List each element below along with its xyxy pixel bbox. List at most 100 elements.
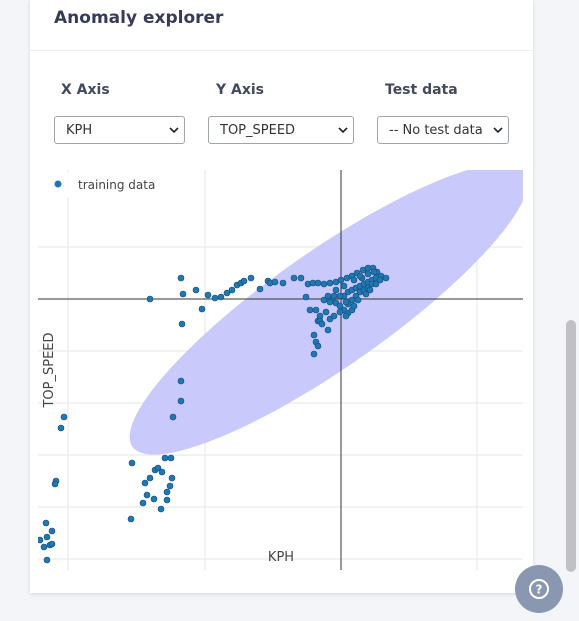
point bbox=[223, 289, 231, 297]
test-select[interactable]: -- No test data bbox=[377, 116, 509, 144]
help-button[interactable]: ? bbox=[515, 565, 563, 613]
point bbox=[163, 488, 171, 496]
scrollbar[interactable] bbox=[566, 320, 576, 572]
anomaly-boundary bbox=[129, 170, 523, 455]
y-select[interactable]: TOP_SPEED bbox=[208, 116, 354, 144]
point bbox=[279, 279, 287, 287]
point bbox=[48, 527, 56, 535]
point bbox=[340, 282, 348, 290]
point bbox=[60, 413, 68, 421]
point bbox=[143, 491, 151, 499]
point bbox=[128, 459, 136, 467]
point bbox=[57, 424, 65, 432]
y-axis-label: Y Axis bbox=[216, 82, 265, 98]
point bbox=[350, 302, 358, 310]
point bbox=[376, 276, 384, 284]
point bbox=[256, 285, 264, 293]
help-icon: ? bbox=[529, 579, 549, 599]
y-axis-title: TOP_SPEED bbox=[42, 332, 57, 408]
point bbox=[354, 296, 362, 304]
x-select-value: KPH bbox=[66, 123, 93, 138]
point bbox=[337, 276, 345, 284]
point bbox=[271, 278, 279, 286]
point bbox=[312, 306, 320, 314]
point bbox=[342, 312, 350, 320]
point bbox=[177, 274, 185, 282]
x-axis-label: X Axis bbox=[61, 82, 110, 98]
title: Anomaly explorer bbox=[54, 8, 224, 28]
point bbox=[302, 293, 310, 301]
point bbox=[364, 270, 372, 278]
point bbox=[48, 540, 56, 548]
point bbox=[168, 474, 176, 482]
point bbox=[163, 496, 171, 504]
point bbox=[38, 536, 44, 544]
point bbox=[314, 279, 322, 287]
point bbox=[370, 268, 378, 276]
point bbox=[198, 305, 206, 313]
point bbox=[247, 274, 255, 282]
point bbox=[217, 293, 225, 301]
test-select-value: -- No test data bbox=[389, 123, 483, 138]
point bbox=[342, 298, 350, 306]
point bbox=[154, 464, 162, 472]
point bbox=[177, 397, 185, 405]
test-data-label: Test data bbox=[385, 82, 458, 98]
point bbox=[330, 292, 338, 300]
point bbox=[310, 350, 318, 358]
point bbox=[322, 308, 330, 316]
chevron bbox=[493, 126, 503, 134]
point bbox=[146, 295, 154, 303]
x-axis-title: KPH bbox=[268, 550, 294, 565]
point bbox=[51, 480, 59, 488]
point bbox=[324, 326, 332, 334]
point bbox=[228, 286, 236, 294]
x-select[interactable]: KPH bbox=[54, 116, 185, 144]
point bbox=[42, 519, 50, 527]
legend-box bbox=[45, 172, 155, 198]
point bbox=[141, 479, 149, 487]
point bbox=[211, 294, 219, 302]
point bbox=[326, 279, 334, 287]
point bbox=[290, 274, 298, 282]
chevron bbox=[169, 127, 179, 134]
point bbox=[167, 454, 175, 462]
y-select-value: TOP_SPEED bbox=[220, 123, 296, 138]
point bbox=[204, 291, 212, 299]
point bbox=[146, 474, 154, 482]
point bbox=[332, 286, 340, 294]
point bbox=[366, 286, 374, 294]
point bbox=[372, 280, 380, 288]
chart: KPH TOP_SPEED training data bbox=[38, 170, 523, 570]
point bbox=[169, 413, 177, 421]
point bbox=[161, 454, 169, 462]
point bbox=[43, 556, 51, 564]
point bbox=[297, 274, 305, 282]
point bbox=[157, 505, 165, 513]
point bbox=[40, 543, 48, 551]
divider bbox=[30, 50, 533, 51]
point bbox=[166, 482, 174, 490]
point bbox=[314, 342, 322, 350]
help-glyph: ? bbox=[536, 583, 543, 597]
point bbox=[362, 290, 370, 298]
point bbox=[336, 292, 344, 300]
point bbox=[178, 320, 186, 328]
point bbox=[150, 495, 158, 503]
legend-marker bbox=[54, 180, 62, 188]
point bbox=[318, 320, 326, 328]
point bbox=[179, 290, 187, 298]
point bbox=[382, 274, 390, 282]
point bbox=[127, 515, 135, 523]
point bbox=[320, 296, 328, 304]
chevron bbox=[338, 127, 348, 134]
point bbox=[240, 277, 248, 285]
point bbox=[139, 499, 147, 507]
point bbox=[177, 377, 185, 385]
point bbox=[326, 298, 334, 306]
point bbox=[43, 533, 51, 541]
legend-label: training data bbox=[78, 178, 155, 192]
point bbox=[310, 331, 318, 339]
point bbox=[356, 272, 364, 280]
